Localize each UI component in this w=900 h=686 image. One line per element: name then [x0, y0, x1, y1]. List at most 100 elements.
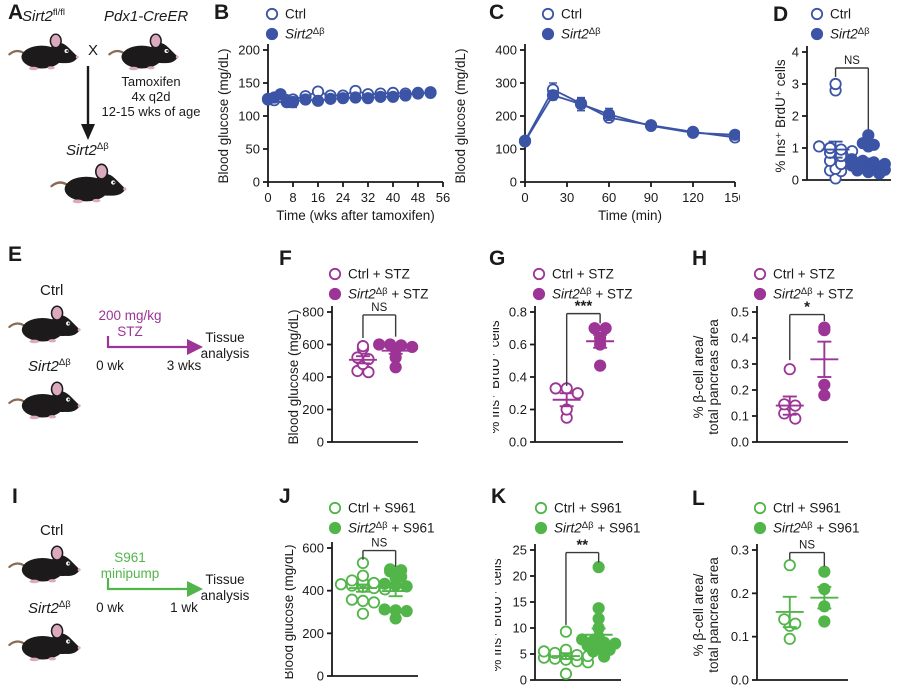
data-point	[570, 648, 584, 662]
genotype-sirt2-db: Sirt2Δβ	[66, 141, 109, 159]
outcome-line: Tissue	[205, 572, 245, 587]
data-point	[367, 596, 381, 609]
legend-marker-open	[541, 7, 555, 21]
data-point	[518, 135, 532, 148]
data-point	[406, 340, 419, 354]
group-label-ctrl: Ctrl	[40, 282, 64, 299]
panel-a-label: A	[8, 1, 24, 24]
chart-brdu-s961: 0 5 10 15 20 25 % Ins⁺ BrdU⁺ cells Ctrl + S961 S…	[489, 470, 655, 686]
svg-text:2: 2	[792, 109, 799, 124]
data-point	[400, 580, 413, 593]
svg-text:10: 10	[513, 621, 527, 636]
timeline-arrow-icon	[106, 578, 203, 597]
legend: Ctrl + S961 Sirt2Δβ + S961	[328, 501, 435, 536]
data-point	[878, 157, 891, 171]
data-point	[823, 141, 837, 155]
svg-text:0: 0	[317, 669, 324, 684]
svg-text:25: 25	[513, 543, 527, 558]
svg-text:60: 60	[602, 190, 616, 205]
mean-sem	[775, 395, 804, 416]
data-point	[400, 605, 413, 618]
legend-label: Sirt2Δβ	[830, 26, 870, 42]
axes	[327, 306, 418, 443]
svg-text:% Ins⁺ BrdU⁺ cells: % Ins⁺ BrdU⁺ cells	[495, 558, 504, 672]
svg-text:200: 200	[302, 402, 324, 417]
panel-a: Sirt2fl/fl Pdx1-CreER X Tamoxifen 4x q2d…	[8, 0, 213, 228]
data-point	[602, 108, 616, 121]
chart-beta-cell-area-s961: 0.0 0.1 0.2 0.3 % β-cell area/total pancreas…	[660, 470, 900, 686]
data-point	[546, 89, 560, 102]
data-point	[728, 128, 742, 141]
svg-text:0.0: 0.0	[731, 435, 749, 450]
timeline-end-label: 1 wk	[170, 600, 198, 615]
group-label-ctrl: Ctrl	[40, 522, 64, 539]
legend-marker-filled	[532, 287, 546, 301]
panel-i: Ctrl S961 minipump 0 wk 1 wk Tissue anal…	[8, 470, 268, 686]
svg-text:0.1: 0.1	[731, 409, 749, 424]
data-point	[609, 637, 622, 650]
svg-text:% Ins⁺ BrdU⁺ cells: % Ins⁺ BrdU⁺ cells	[773, 59, 788, 173]
svg-text:30: 30	[560, 190, 574, 205]
svg-text:0: 0	[520, 673, 527, 686]
axes	[327, 542, 418, 677]
svg-text:0.0: 0.0	[509, 435, 527, 450]
outcome-line: analysis	[200, 587, 250, 603]
svg-text:120: 120	[682, 190, 704, 205]
data-point	[862, 129, 875, 142]
svg-text:0.2: 0.2	[731, 586, 749, 601]
legend-label: Sirt2Δβ + STZ	[552, 286, 632, 302]
mean-sem	[586, 333, 615, 349]
data-point	[336, 92, 350, 105]
significance-label: NS	[371, 538, 387, 550]
legend-marker-open	[265, 7, 279, 21]
legend-label: Ctrl	[830, 7, 851, 22]
axes	[530, 306, 623, 443]
significance-label: NS	[844, 55, 860, 67]
mouse-icon	[8, 305, 82, 345]
legend-marker-filled	[753, 287, 767, 301]
legend: Ctrl Sirt2Δβ	[541, 7, 601, 42]
svg-text:56: 56	[436, 190, 450, 205]
svg-text:400: 400	[302, 370, 324, 385]
mouse-icon	[8, 545, 82, 585]
mouse-icon	[8, 623, 82, 663]
svg-text:0.3: 0.3	[731, 543, 749, 558]
axes	[520, 44, 736, 187]
data-point	[356, 340, 370, 353]
panel-i-label: I	[12, 485, 18, 508]
panel-j-label: J	[279, 485, 291, 508]
svg-text:total pancreas area: total pancreas area	[706, 319, 721, 435]
data-point	[367, 576, 381, 590]
svg-text:0: 0	[521, 190, 528, 205]
data-point	[386, 90, 400, 103]
svg-text:150: 150	[238, 76, 260, 91]
data-point	[389, 604, 402, 617]
svg-text:200: 200	[238, 43, 260, 58]
svg-text:Blood glucose (mg/dL): Blood glucose (mg/dL)	[286, 309, 301, 444]
data-point	[299, 93, 312, 106]
svg-text:200: 200	[495, 109, 517, 124]
legend-marker-open	[753, 501, 767, 515]
legend-marker-filled	[534, 521, 548, 535]
data-point	[599, 322, 612, 335]
data-point	[324, 92, 337, 105]
mean-sem	[552, 392, 581, 408]
legend-marker-filled	[753, 521, 767, 535]
genotype-sirt2-flfl: Sirt2fl/fl	[22, 7, 65, 25]
tissue-analysis-text: Tissue analysis	[186, 330, 264, 361]
group-filled	[845, 129, 891, 180]
mouse-icon	[8, 33, 80, 72]
svg-text:0.0: 0.0	[731, 673, 749, 686]
mouse-icon	[108, 33, 180, 72]
data-point	[274, 88, 287, 101]
mean-sem	[348, 583, 377, 593]
treatment-line: S961	[114, 550, 146, 565]
panel-e-label: E	[8, 243, 23, 266]
svg-text:15: 15	[513, 595, 527, 610]
svg-text:0.5: 0.5	[731, 305, 749, 320]
group-open	[775, 559, 804, 645]
mean-sem	[854, 157, 883, 166]
group-filled	[586, 322, 615, 372]
